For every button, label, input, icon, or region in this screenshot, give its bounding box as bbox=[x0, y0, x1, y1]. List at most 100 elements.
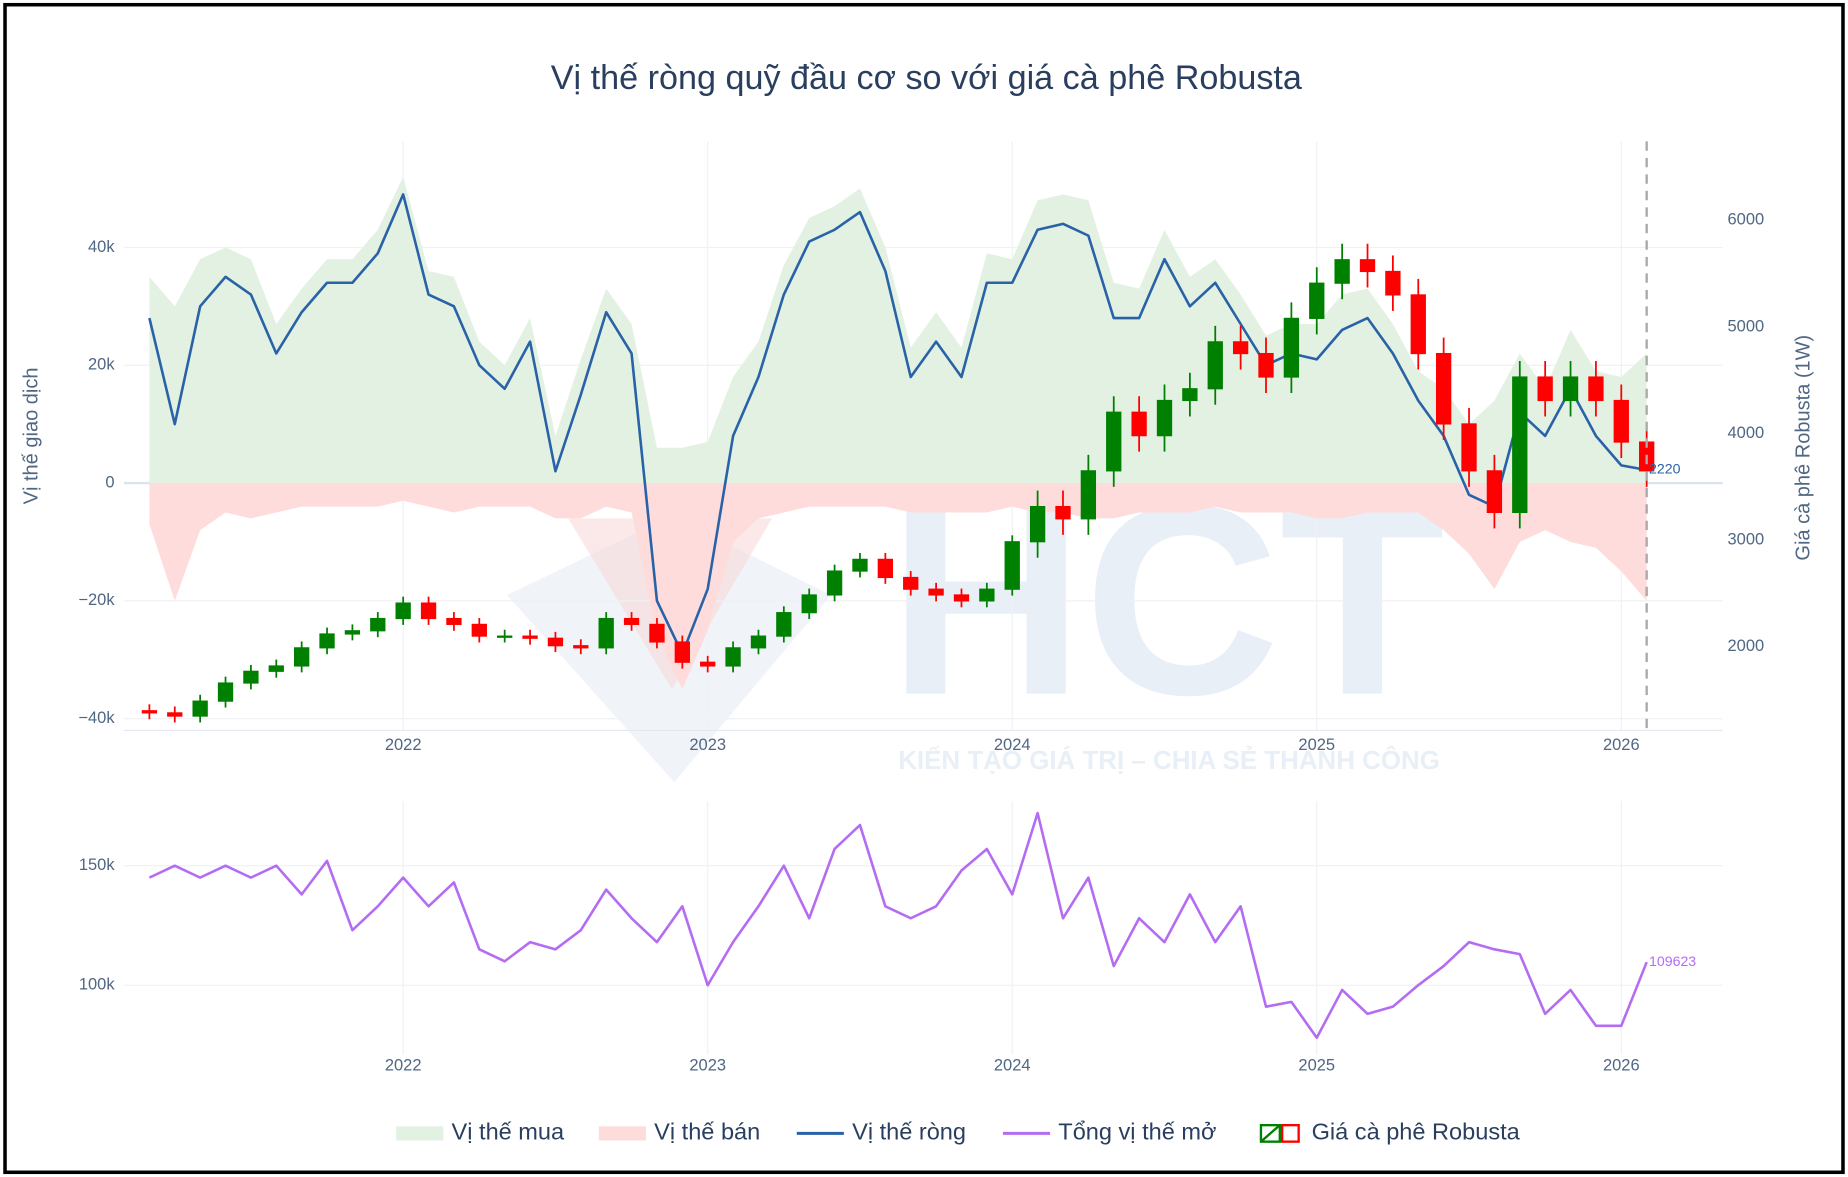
y-axis-title: Vị thế giao dịch bbox=[20, 367, 42, 504]
candle-body bbox=[547, 637, 564, 647]
x-tick-label: 2026 bbox=[1603, 1057, 1640, 1075]
candle-body bbox=[1309, 282, 1325, 319]
y-tick-label: 20k bbox=[88, 356, 115, 374]
candle-body bbox=[1613, 399, 1629, 443]
candle-body bbox=[217, 682, 234, 702]
x-tick-label: 2025 bbox=[1298, 736, 1335, 754]
candle-body bbox=[1055, 505, 1071, 520]
candle-body bbox=[852, 558, 868, 572]
candle-body bbox=[1512, 376, 1528, 514]
candle-body bbox=[395, 602, 411, 620]
candle-body bbox=[420, 602, 437, 620]
x-tick-label: 2023 bbox=[689, 736, 726, 754]
line bbox=[148, 811, 1648, 1040]
candle-body bbox=[598, 617, 614, 649]
candle-body bbox=[573, 645, 589, 649]
y2-tick-label: 5000 bbox=[1728, 317, 1765, 335]
candle-body bbox=[725, 647, 741, 667]
candle-body bbox=[623, 617, 640, 625]
candle-body bbox=[1283, 317, 1300, 378]
candle-body bbox=[1106, 411, 1122, 472]
candle-body bbox=[522, 635, 538, 639]
candle-body bbox=[979, 588, 995, 602]
candle-body bbox=[826, 570, 843, 596]
candle-body bbox=[1029, 505, 1046, 543]
watermark-slogan: KIẾN TẠO GIÁ TRỊ – CHIA SẺ THÀNH CÔNG bbox=[898, 745, 1440, 775]
candle-body bbox=[1486, 470, 1503, 514]
legend-swatch bbox=[396, 1126, 444, 1141]
candle-body bbox=[649, 623, 665, 643]
candle-body bbox=[1537, 376, 1553, 402]
y3-tick-label: 100k bbox=[79, 976, 116, 994]
candle-body bbox=[344, 630, 361, 635]
candle-body bbox=[1131, 411, 1147, 437]
x-tick-label: 2024 bbox=[994, 1057, 1031, 1075]
last-value-label: 109623 bbox=[1649, 953, 1696, 969]
candle-body bbox=[1410, 294, 1426, 355]
candle-body bbox=[903, 576, 919, 590]
candle-body bbox=[776, 612, 792, 637]
y3-tick-label: 150k bbox=[79, 856, 116, 874]
y-tick-label: −20k bbox=[78, 591, 115, 609]
candle-body bbox=[268, 665, 284, 672]
candle-body bbox=[1385, 270, 1401, 296]
candle-body bbox=[801, 594, 817, 614]
candle-body bbox=[471, 623, 487, 637]
x-tick-label: 2023 bbox=[689, 1057, 726, 1075]
candle-body bbox=[1562, 376, 1579, 402]
legend-label: Vị thế mua bbox=[452, 1119, 565, 1145]
candle-body bbox=[319, 633, 335, 649]
candle-body bbox=[497, 635, 513, 638]
legend-swatch bbox=[598, 1126, 646, 1141]
candle-body bbox=[700, 661, 716, 667]
candle-body bbox=[294, 647, 310, 667]
candle-body bbox=[928, 588, 944, 596]
y2-tick-label: 4000 bbox=[1728, 424, 1765, 442]
area bbox=[149, 176, 1647, 484]
candle-body bbox=[877, 558, 894, 579]
y2-tick-label: 3000 bbox=[1728, 531, 1765, 549]
frame bbox=[3, 2, 1845, 1175]
y-tick-label: 0 bbox=[105, 473, 114, 491]
legend-label: Vị thế ròng bbox=[852, 1119, 966, 1145]
candle-body bbox=[1156, 399, 1173, 437]
candle-body bbox=[1182, 388, 1198, 402]
last-value-label: 2220 bbox=[1649, 461, 1681, 477]
legend-swatch bbox=[1260, 1124, 1281, 1143]
candle-body bbox=[446, 617, 462, 625]
legend-label: Vị thế bán bbox=[654, 1119, 760, 1145]
candle-body bbox=[1359, 259, 1376, 273]
candle-body bbox=[1588, 376, 1604, 402]
y2-axis-title: Giá cà phê Robusta (1W) bbox=[1792, 335, 1814, 561]
candle-body bbox=[1207, 341, 1223, 390]
candle-body bbox=[1461, 423, 1477, 472]
y2-tick-label: 2000 bbox=[1728, 637, 1765, 655]
x-tick-label: 2025 bbox=[1298, 1057, 1335, 1075]
candle-body bbox=[141, 710, 158, 714]
candle-body bbox=[192, 700, 208, 717]
candle-body bbox=[243, 670, 259, 684]
x-tick-label: 2022 bbox=[385, 1057, 422, 1075]
candle-body bbox=[370, 617, 386, 632]
y-tick-label: −40k bbox=[78, 709, 115, 727]
candle-body bbox=[674, 641, 690, 663]
candle-body bbox=[1435, 352, 1452, 425]
y-tick-label: 40k bbox=[88, 238, 115, 256]
candles bbox=[141, 243, 1655, 723]
legend-label: Giá cà phê Robusta bbox=[1312, 1119, 1521, 1145]
x-tick-label: 2026 bbox=[1603, 736, 1640, 754]
legend-swatch bbox=[1259, 1123, 1281, 1143]
legend-label: Tổng vị thế mở bbox=[1058, 1119, 1216, 1145]
line bbox=[148, 193, 1647, 656]
candle-body bbox=[1080, 470, 1097, 520]
candle-body bbox=[953, 594, 970, 602]
candle-body bbox=[167, 712, 183, 717]
candle-body bbox=[1258, 352, 1274, 378]
y2-tick-label: 6000 bbox=[1728, 211, 1765, 229]
legend-swatch bbox=[1280, 1123, 1300, 1143]
chart-title: Vị thế ròng quỹ đầu cơ so với giá cà phê… bbox=[551, 59, 1302, 97]
x-tick-label: 2022 bbox=[385, 736, 422, 754]
candle-body bbox=[750, 635, 767, 649]
candle-body bbox=[1004, 541, 1020, 590]
